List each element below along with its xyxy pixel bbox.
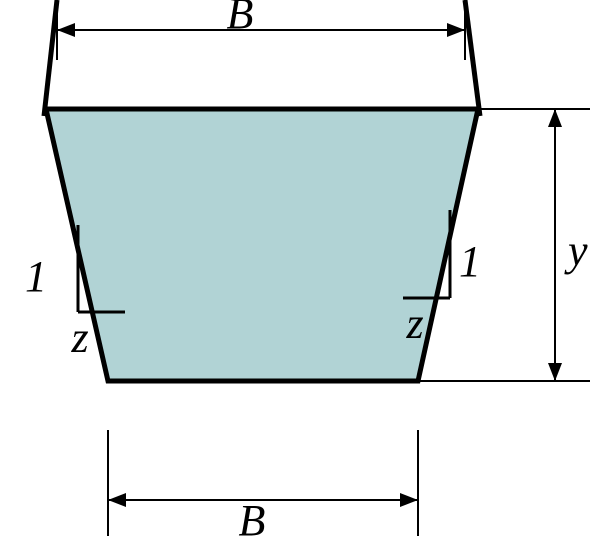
left-slope-one: 1 xyxy=(25,252,47,301)
right-slope-one: 1 xyxy=(459,237,481,286)
bottom-width-label: B xyxy=(239,496,266,536)
right-slope-z: z xyxy=(405,299,423,348)
trapezoidal-channel-diagram: BBy1z1z xyxy=(0,0,590,536)
left-slope-z: z xyxy=(70,313,88,362)
top-width-label: B xyxy=(227,0,254,38)
depth-label: y xyxy=(564,226,588,275)
right-wall xyxy=(465,0,480,116)
left-wall xyxy=(44,0,57,116)
